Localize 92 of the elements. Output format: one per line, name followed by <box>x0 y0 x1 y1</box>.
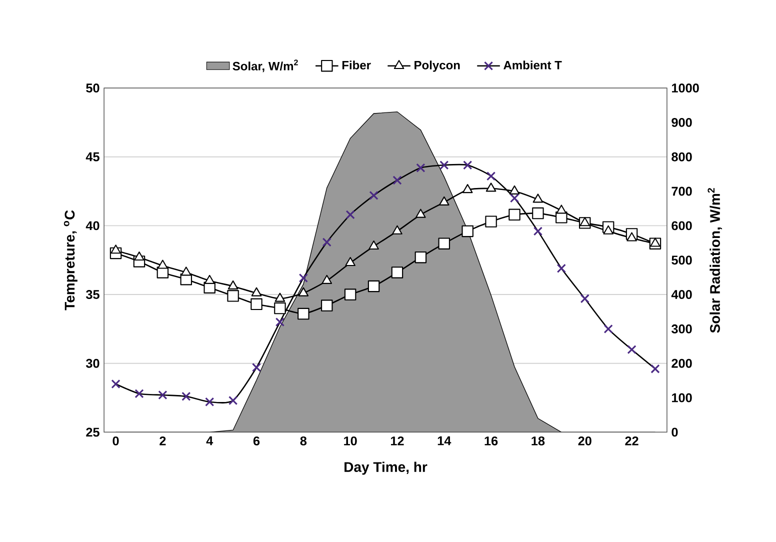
point <box>298 287 309 296</box>
x-tick-label: 2 <box>160 436 166 446</box>
y2-tick-label: 200 <box>672 358 692 368</box>
point <box>532 194 544 203</box>
point <box>298 273 308 282</box>
point <box>111 379 120 388</box>
point <box>509 185 520 194</box>
point <box>580 294 590 304</box>
point <box>134 388 144 398</box>
point <box>438 238 450 250</box>
point <box>650 364 660 374</box>
y2-tick-label: 500 <box>672 256 692 264</box>
point <box>345 256 356 266</box>
point <box>180 266 192 276</box>
point <box>274 292 286 302</box>
y-tick-label: 25 <box>86 428 100 437</box>
y2-tick-label: 400 <box>671 290 692 299</box>
x-tick-label: 0 <box>112 436 119 446</box>
x-tick-label: 4 <box>206 436 214 446</box>
point <box>416 163 426 172</box>
x-tick-label: 10 <box>344 436 357 446</box>
y2-tick-label: 300 <box>672 324 692 334</box>
legend-label: Solar, W/m$^{2}$ <box>232 60 298 72</box>
point <box>416 208 426 218</box>
point <box>486 171 496 181</box>
point <box>368 280 380 292</box>
point <box>556 204 567 214</box>
x-tick-label: 6 <box>253 436 260 446</box>
point <box>414 251 427 264</box>
legend-label: Polycon <box>414 60 460 72</box>
point <box>626 232 637 242</box>
point <box>486 182 496 192</box>
point <box>158 390 168 400</box>
point <box>391 266 404 278</box>
point <box>604 324 613 334</box>
y2-tick-label: 0 <box>672 428 678 437</box>
point <box>344 288 356 300</box>
point <box>252 362 262 372</box>
point <box>320 300 333 312</box>
point <box>275 317 285 327</box>
point <box>182 392 191 401</box>
y-tick-label: 30 <box>86 358 100 368</box>
y-axis-title: Tempreture, $^{o}$C <box>64 210 78 310</box>
y2-tick-label: 600 <box>672 221 692 230</box>
y2-axis-title: Solar Radiation, W/m$^{2}$ <box>708 188 722 333</box>
point <box>298 308 310 320</box>
x-tick-label: 14 <box>438 436 452 446</box>
y2-tick-label: 800 <box>672 152 692 162</box>
x-tick-label: 20 <box>578 436 592 446</box>
point <box>463 160 472 170</box>
y-tick-label: 40 <box>86 221 100 230</box>
point <box>110 244 121 254</box>
x-tick-label: 16 <box>484 436 498 446</box>
point <box>204 274 215 284</box>
point <box>440 160 449 170</box>
point <box>322 238 332 247</box>
y2-tick-label: 1000 <box>672 83 699 92</box>
y-tick-label: 50 <box>86 83 100 92</box>
x-tick-label: 12 <box>390 436 404 446</box>
point <box>462 225 474 237</box>
y2-tick-label: 100 <box>672 393 692 402</box>
point <box>322 274 332 284</box>
point <box>580 216 590 226</box>
y-tick-label: 35 <box>86 290 100 299</box>
legend-label: Ambient T <box>504 60 562 70</box>
point <box>485 216 497 228</box>
y2-tick-label: 900 <box>672 118 692 127</box>
y2-tick-label: 700 <box>672 186 692 196</box>
x-axis-title: Day Time, hr <box>344 462 428 475</box>
point <box>346 210 355 220</box>
point <box>510 193 520 203</box>
point <box>368 240 379 250</box>
point <box>462 184 473 193</box>
point <box>438 196 450 206</box>
x-tick-label: 8 <box>300 436 307 446</box>
x-tick-label: 22 <box>625 436 638 446</box>
y-tick-label: 45 <box>86 152 100 162</box>
point <box>392 176 402 185</box>
point <box>392 225 402 234</box>
point <box>251 287 262 296</box>
legend-label: Fiber <box>342 60 371 70</box>
point <box>627 344 636 354</box>
point <box>556 264 566 273</box>
point <box>158 260 168 269</box>
point <box>533 226 543 236</box>
point <box>134 251 144 260</box>
x-tick-label: 18 <box>532 436 545 446</box>
point <box>228 280 238 290</box>
point <box>369 190 378 200</box>
point <box>603 225 614 234</box>
point <box>205 397 214 406</box>
point <box>228 396 238 405</box>
